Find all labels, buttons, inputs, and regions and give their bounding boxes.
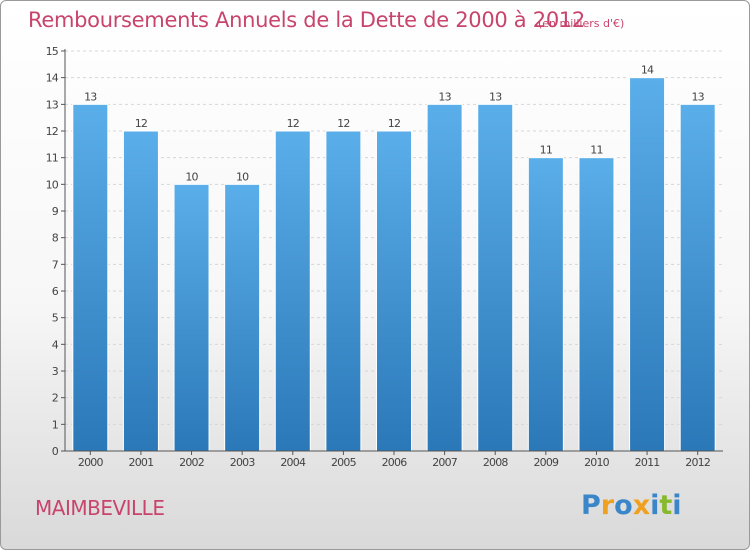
bar-value-label: 14 <box>641 64 654 77</box>
bar <box>173 183 210 452</box>
bar <box>224 183 261 452</box>
y-tick-label: 14 <box>46 72 59 85</box>
bar <box>527 157 564 452</box>
y-tick-label: 12 <box>46 125 58 138</box>
bar-value-label: 13 <box>84 90 97 103</box>
y-tick-label: 6 <box>52 285 59 298</box>
bar-value-label: 13 <box>438 90 451 103</box>
chart-title: Remboursements Annuels de la Dette de 20… <box>28 8 585 32</box>
logo-letter: t <box>659 490 673 521</box>
y-tick-label: 13 <box>46 98 59 111</box>
y-tick-label: 10 <box>46 178 59 191</box>
x-tick-label: 2001 <box>129 456 154 469</box>
bar-value-label: 12 <box>337 117 349 130</box>
x-tick-label: 2010 <box>584 456 610 469</box>
chart-subtitle: (en milliers d'€) <box>538 17 625 30</box>
bar <box>477 103 514 452</box>
bar-value-label: 12 <box>287 117 299 130</box>
y-tick-label: 11 <box>46 152 58 165</box>
x-tick-label: 2006 <box>382 456 408 469</box>
bar <box>122 130 159 452</box>
bar-value-label: 13 <box>489 90 502 103</box>
bar <box>376 130 412 452</box>
x-tick-label: 2005 <box>331 456 357 469</box>
x-tick-label: 2008 <box>483 456 509 469</box>
bar <box>72 103 109 452</box>
bar <box>325 130 362 452</box>
bar-value-label: 10 <box>236 170 249 183</box>
proxiti-logo[interactable]: Proxiti <box>581 490 682 521</box>
bar <box>274 130 311 452</box>
y-tick-label: 1 <box>52 418 58 431</box>
y-tick-label: 8 <box>52 232 59 245</box>
x-tick-label: 2000 <box>78 456 104 469</box>
y-tick-label: 15 <box>46 45 59 58</box>
bar-value-label: 12 <box>388 117 400 130</box>
x-tick-label: 2003 <box>230 456 256 469</box>
bar-value-label: 10 <box>185 170 198 183</box>
x-tick-label: 2004 <box>280 456 306 469</box>
x-tick-label: 2009 <box>533 456 559 469</box>
bar-value-label: 12 <box>135 117 147 130</box>
bar <box>679 103 716 452</box>
logo-letter: x <box>632 490 651 521</box>
y-tick-label: 9 <box>52 205 59 218</box>
x-tick-label: 2002 <box>179 456 204 469</box>
bar-value-label: 11 <box>590 144 602 157</box>
y-tick-label: 5 <box>52 312 59 325</box>
bar <box>629 77 666 452</box>
bar <box>578 157 615 452</box>
logo-letter: i <box>650 490 660 521</box>
y-tick-label: 4 <box>52 338 59 351</box>
x-tick-label: 2007 <box>432 456 458 469</box>
y-tick-label: 2 <box>52 392 58 405</box>
logo-letter: r <box>600 490 615 521</box>
y-tick-label: 7 <box>52 258 59 271</box>
bars: 13 12 10 10 12 12 12 13 13 11 11 14 13 <box>72 64 716 452</box>
x-tick-label: 2011 <box>635 456 660 469</box>
bar <box>426 103 463 452</box>
logo-letter: o <box>614 490 633 521</box>
y-tick-label: 0 <box>52 445 59 458</box>
commune-name: MAIMBEVILLE <box>35 496 165 520</box>
x-tick-label: 2012 <box>685 456 710 469</box>
y-tick-label: 3 <box>52 365 59 378</box>
bar-value-label: 11 <box>540 144 552 157</box>
bar-value-label: 13 <box>691 90 704 103</box>
logo-letter: i <box>672 490 682 521</box>
logo-letter: P <box>581 490 601 521</box>
